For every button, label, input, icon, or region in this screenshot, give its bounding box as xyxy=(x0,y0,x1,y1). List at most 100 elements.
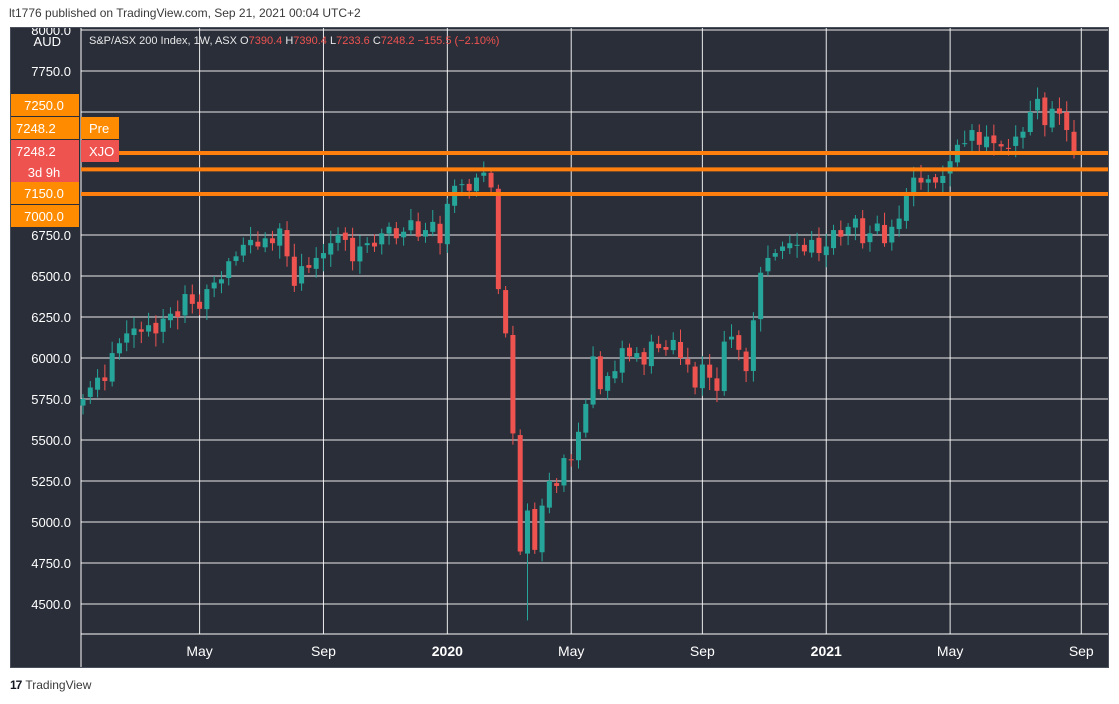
candle-body xyxy=(495,188,501,290)
candle-body xyxy=(816,237,822,254)
candle xyxy=(809,231,815,258)
candle xyxy=(743,347,749,383)
candle-body xyxy=(124,333,130,343)
candle-body xyxy=(1005,147,1011,149)
candle-body xyxy=(277,228,283,246)
candle xyxy=(386,222,392,245)
close-value: 7248.2 xyxy=(380,35,415,47)
candle-body xyxy=(255,241,261,247)
candle-body xyxy=(422,230,428,237)
candle-body xyxy=(576,431,581,461)
y-tick-label: 5250.0 xyxy=(31,474,71,489)
candle xyxy=(189,284,195,314)
candle xyxy=(838,220,844,246)
candle-body xyxy=(313,257,319,269)
candle-body xyxy=(299,266,305,284)
candle xyxy=(226,257,232,286)
candle xyxy=(364,237,370,253)
candle xyxy=(860,210,866,249)
candle-body xyxy=(197,301,203,309)
candle-body xyxy=(845,226,851,235)
candle-body xyxy=(838,230,844,237)
chart-panel[interactable]: 4500.0 4750.0 5000.0 5250.0 5500.0 5750.0 6000… xyxy=(10,27,1109,668)
price-badge-tag xyxy=(81,140,119,162)
candle xyxy=(233,251,239,266)
candle xyxy=(291,243,297,292)
candle xyxy=(524,503,530,621)
candle-body xyxy=(379,233,385,245)
candle xyxy=(976,124,982,152)
y-tick-label: 5500.0 xyxy=(31,433,71,448)
candle-body xyxy=(393,228,399,239)
candle xyxy=(597,351,603,395)
candle-body xyxy=(794,244,800,246)
candle-body xyxy=(204,289,210,310)
candle-body xyxy=(291,256,297,286)
candle-body xyxy=(1020,131,1026,138)
candle-body xyxy=(517,435,523,552)
candle xyxy=(889,219,895,251)
x-tick-label: 2021 xyxy=(811,643,842,659)
candle-body xyxy=(386,226,392,234)
candle-body xyxy=(670,339,676,351)
high-label: H xyxy=(285,35,294,47)
candle xyxy=(663,340,669,356)
tradingview-logo[interactable]: 17 TradingView xyxy=(10,678,91,692)
y-axis-unit: AUD xyxy=(34,34,61,49)
candle xyxy=(415,212,421,242)
candle xyxy=(729,324,735,348)
price-badge-label: 7000.0 xyxy=(24,209,64,224)
candle-body xyxy=(991,135,997,144)
candle-body xyxy=(371,242,377,247)
candle-body xyxy=(590,356,596,405)
candle xyxy=(648,334,654,374)
candle xyxy=(167,307,173,328)
open-label: O xyxy=(240,35,249,47)
candle-body xyxy=(889,226,895,243)
y-tick-label: 5000.0 xyxy=(31,515,71,530)
candle xyxy=(998,140,1004,153)
candle xyxy=(182,285,188,323)
candle-body xyxy=(430,221,436,232)
candle-body xyxy=(736,335,742,350)
candle-body xyxy=(109,353,115,382)
candle xyxy=(896,205,902,237)
candle xyxy=(211,276,217,298)
candlestick-chart[interactable]: 4500.0 4750.0 5000.0 5250.0 5500.0 5750.0 6000… xyxy=(11,28,1108,667)
candle-body xyxy=(1049,108,1055,128)
candle-body xyxy=(998,144,1004,147)
candle xyxy=(495,184,501,295)
candle xyxy=(313,247,319,278)
candle xyxy=(116,338,122,360)
candle-body xyxy=(918,177,924,183)
candle-body xyxy=(211,282,217,289)
candle xyxy=(685,347,691,373)
candle-body xyxy=(466,183,472,191)
candle xyxy=(576,422,581,469)
candle-body xyxy=(248,239,254,246)
candle-body xyxy=(233,256,239,261)
candle xyxy=(95,369,101,398)
candle xyxy=(554,478,560,494)
y-tick-label: 6500.0 xyxy=(31,269,71,284)
candle xyxy=(1042,92,1048,137)
candle xyxy=(1056,97,1062,125)
candle xyxy=(269,230,275,251)
candle-body xyxy=(976,131,982,145)
candle-body xyxy=(510,334,516,434)
candle-body xyxy=(678,341,684,358)
candle-body xyxy=(554,483,560,486)
logo-text: TradingView xyxy=(25,678,92,692)
candle-body xyxy=(597,356,603,390)
candle xyxy=(721,330,727,396)
candle-body xyxy=(860,218,866,244)
candle xyxy=(750,312,756,382)
candle xyxy=(401,227,407,246)
candle xyxy=(240,237,246,263)
candle xyxy=(131,317,137,348)
candle-body xyxy=(524,510,530,554)
candle-body xyxy=(437,223,443,244)
candle xyxy=(692,361,698,395)
candle xyxy=(1064,101,1070,142)
candle-body xyxy=(167,313,173,321)
